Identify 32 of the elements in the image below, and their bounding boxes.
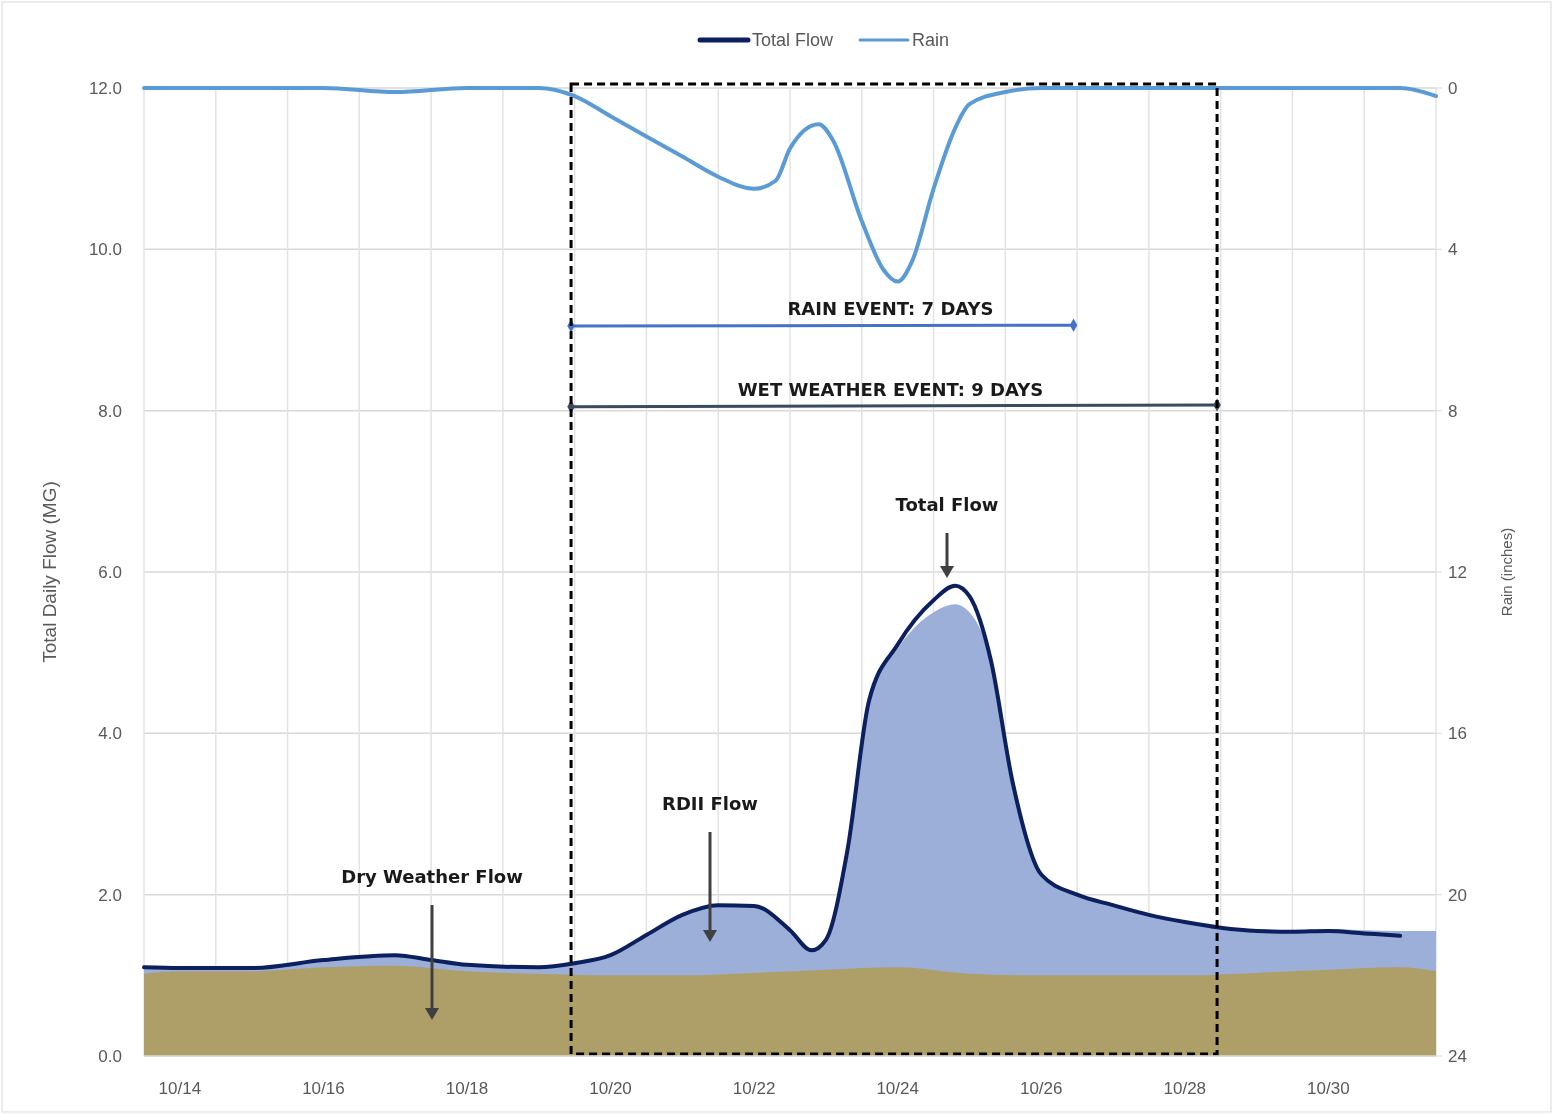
x-tick-label: 10/28 [1163,1079,1207,1098]
annotation: Dry Weather Flow [341,866,523,887]
x-tick-label: 10/24 [876,1079,919,1098]
x-tick-label: 10/16 [302,1079,345,1098]
y2-tick-label: 24 [1448,1047,1467,1066]
y2-tick-label: 12 [1448,563,1467,582]
annotation: RDII Flow [662,793,758,814]
x-tick-label: 10/26 [1019,1079,1063,1098]
y-tick-label: 8.0 [98,401,122,421]
y2-tick-label: 8 [1448,401,1458,421]
annotation: RAIN EVENT: 7 DAYS [787,298,994,320]
y2-tick-label: 20 [1448,885,1467,905]
x-tick-label: 10/22 [732,1079,776,1098]
y-tick-label: 2.0 [98,885,122,905]
x-tick-label: 10/30 [1307,1079,1350,1098]
y-tick-label: 6.0 [98,563,122,582]
x-tick-label: 10/20 [589,1079,632,1098]
y2-axis-title: Rain (inches) [1498,527,1515,617]
x-tick-label: 10/14 [158,1079,202,1098]
y2-tick-label: 0 [1448,79,1458,98]
y-tick-label: 12.0 [88,79,122,98]
legend-label: Rain [912,30,950,50]
y-axis-title: Total Daily Flow (MG) [39,481,60,663]
x-tick-label: 10/18 [445,1079,489,1098]
annotation: Total Flow [895,494,999,515]
legend-label: Total Flow [752,30,835,50]
y2-tick-label: 16 [1448,724,1467,744]
y2-tick-label: 4 [1448,240,1458,260]
y-tick-label: 10.0 [88,240,122,260]
annotation: WET WEATHER EVENT: 9 DAYS [737,378,1044,400]
y-tick-label: 4.0 [98,724,122,744]
y-tick-label: 0.0 [98,1047,122,1066]
